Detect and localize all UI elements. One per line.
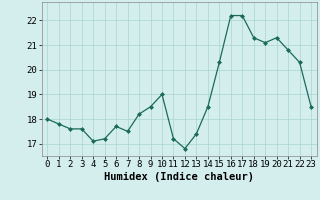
X-axis label: Humidex (Indice chaleur): Humidex (Indice chaleur) <box>104 172 254 182</box>
